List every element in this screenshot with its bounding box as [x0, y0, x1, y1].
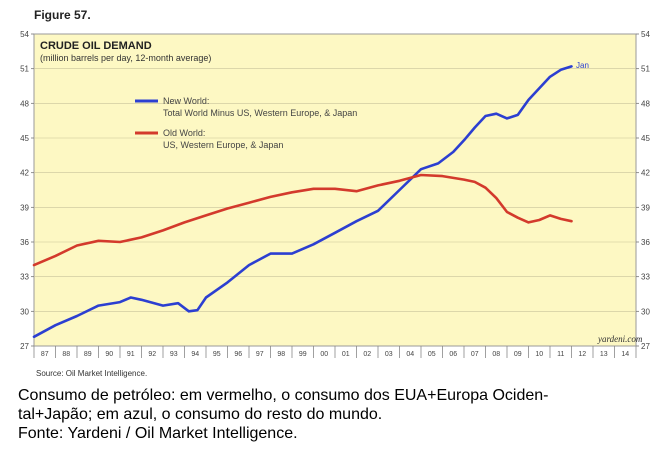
figure-label: Figure 57. [34, 8, 91, 22]
legend-label-new-world: New World: [163, 96, 209, 106]
x-tick-label: 08 [492, 351, 500, 358]
x-tick-label: 13 [600, 351, 608, 358]
y-tick-label-right: 54 [641, 30, 650, 39]
y-tick-label-left: 27 [20, 342, 29, 351]
y-tick-label-left: 45 [20, 134, 29, 143]
x-tick-label: 00 [320, 351, 328, 358]
x-tick-label: 09 [514, 351, 522, 358]
x-tick-label: 90 [105, 351, 113, 358]
y-tick-label-right: 39 [641, 203, 650, 212]
y-tick-label-right: 48 [641, 99, 650, 108]
y-tick-label-right: 51 [641, 65, 650, 74]
source-note: Source: Oil Market Intelligence. [36, 369, 147, 378]
x-tick-label: 07 [471, 351, 479, 358]
x-tick-label: 02 [363, 351, 371, 358]
y-tick-label-left: 51 [20, 65, 29, 74]
y-tick-label-left: 42 [20, 169, 29, 178]
x-tick-label: 01 [342, 351, 350, 358]
legend-label-old-world: Old World: [163, 128, 205, 138]
caption: Consumo de petróleo: em vermelho, o cons… [18, 386, 658, 443]
series-line-old-world [32, 173, 573, 267]
y-tick-label-right: 45 [641, 134, 650, 143]
y-tick-label-right: 42 [641, 169, 650, 178]
chart: 27 30 33 36 39 42 45 48 51 54 27 30 33 36 39 42 45 48 51 5… [20, 30, 651, 378]
series-line-new-world [32, 65, 573, 339]
x-tick-label: 03 [385, 351, 393, 358]
y-tick-label-left: 54 [20, 30, 29, 39]
y-tick-label-left: 39 [20, 203, 29, 212]
x-tick-label: 10 [535, 351, 543, 358]
x-tick-label: 96 [234, 351, 242, 358]
x-tick-label: 97 [256, 351, 264, 358]
y-tick-label-left: 36 [20, 238, 29, 247]
x-tick-label: 94 [191, 351, 199, 358]
x-tick-label: 98 [277, 351, 285, 358]
chart-title: CRUDE OIL DEMAND [40, 40, 152, 52]
x-tick-label: 04 [406, 351, 414, 358]
caption-line-3: Fonte: Yardeni / Oil Market Intelligence… [18, 425, 298, 442]
y-tick-label-right: 33 [641, 273, 650, 282]
x-tick-label: 92 [148, 351, 156, 358]
x-tick-label: 88 [62, 351, 70, 358]
x-tick-label: 87 [41, 351, 49, 358]
caption-line-1: Consumo de petróleo: em vermelho, o cons… [18, 387, 549, 404]
x-tick-label: 05 [428, 351, 436, 358]
y-tick-label-right: 30 [641, 307, 650, 316]
legend-desc-new-world: Total World Minus US, Western Europe, & … [163, 108, 357, 118]
x-tick-label: 99 [299, 351, 307, 358]
x-tick-label: 93 [170, 351, 178, 358]
x-tick-label: 12 [578, 351, 586, 358]
x-tick-label: 14 [621, 351, 629, 358]
y-tick-label-left: 30 [20, 307, 29, 316]
watermark: yardeni.com [597, 334, 643, 344]
y-tick-label-right: 27 [641, 342, 650, 351]
chart-subtitle: (million barrels per day, 12-month avera… [40, 53, 211, 63]
end-annotation: Jan [576, 61, 589, 70]
y-tick-label-left: 48 [20, 99, 29, 108]
y-tick-label-right: 36 [641, 238, 650, 247]
caption-line-2: tal+Japão; em azul, o consumo do resto d… [18, 406, 383, 423]
x-tick-label: 11 [557, 351, 564, 358]
legend-desc-old-world: US, Western Europe, & Japan [163, 140, 283, 150]
x-tick-label: 95 [213, 351, 221, 358]
x-tick-label: 91 [127, 351, 135, 358]
x-tick-label: 06 [449, 351, 457, 358]
x-tick-label: 89 [84, 351, 92, 358]
y-tick-label-left: 33 [20, 273, 29, 282]
